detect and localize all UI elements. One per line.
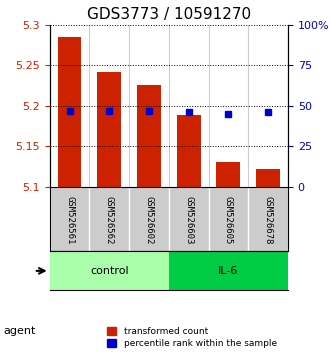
Bar <box>216 162 240 187</box>
Legend: transformed count, percentile rank within the sample: transformed count, percentile rank withi… <box>106 325 278 349</box>
Text: GSM526605: GSM526605 <box>224 196 233 245</box>
FancyBboxPatch shape <box>50 251 169 290</box>
Bar <box>256 169 280 187</box>
Text: GSM526561: GSM526561 <box>65 196 74 245</box>
Text: GSM526603: GSM526603 <box>184 196 193 245</box>
Text: GSM526562: GSM526562 <box>105 196 114 245</box>
FancyBboxPatch shape <box>169 251 288 290</box>
Text: GSM526602: GSM526602 <box>144 196 154 245</box>
Bar <box>177 115 201 187</box>
Title: GDS3773 / 10591270: GDS3773 / 10591270 <box>87 7 251 22</box>
Text: GSM526678: GSM526678 <box>263 196 273 245</box>
Bar <box>137 85 161 187</box>
Text: control: control <box>90 266 128 276</box>
Bar <box>58 37 81 187</box>
Text: IL-6: IL-6 <box>218 266 239 276</box>
Text: agent: agent <box>3 326 36 336</box>
Bar <box>97 72 121 187</box>
